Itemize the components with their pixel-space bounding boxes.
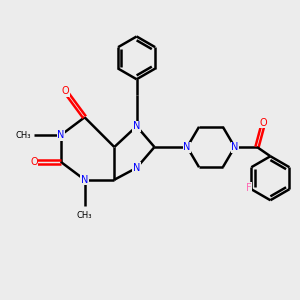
Text: CH₃: CH₃ (77, 211, 92, 220)
Text: N: N (81, 175, 88, 185)
Text: O: O (61, 86, 69, 96)
Text: N: N (133, 163, 140, 173)
Text: N: N (231, 142, 238, 152)
Text: F: F (245, 183, 251, 193)
Text: CH₃: CH₃ (16, 130, 31, 140)
Text: N: N (57, 130, 64, 140)
Text: O: O (260, 118, 267, 128)
Text: O: O (30, 157, 38, 167)
Text: N: N (184, 142, 191, 152)
Text: N: N (133, 121, 140, 131)
